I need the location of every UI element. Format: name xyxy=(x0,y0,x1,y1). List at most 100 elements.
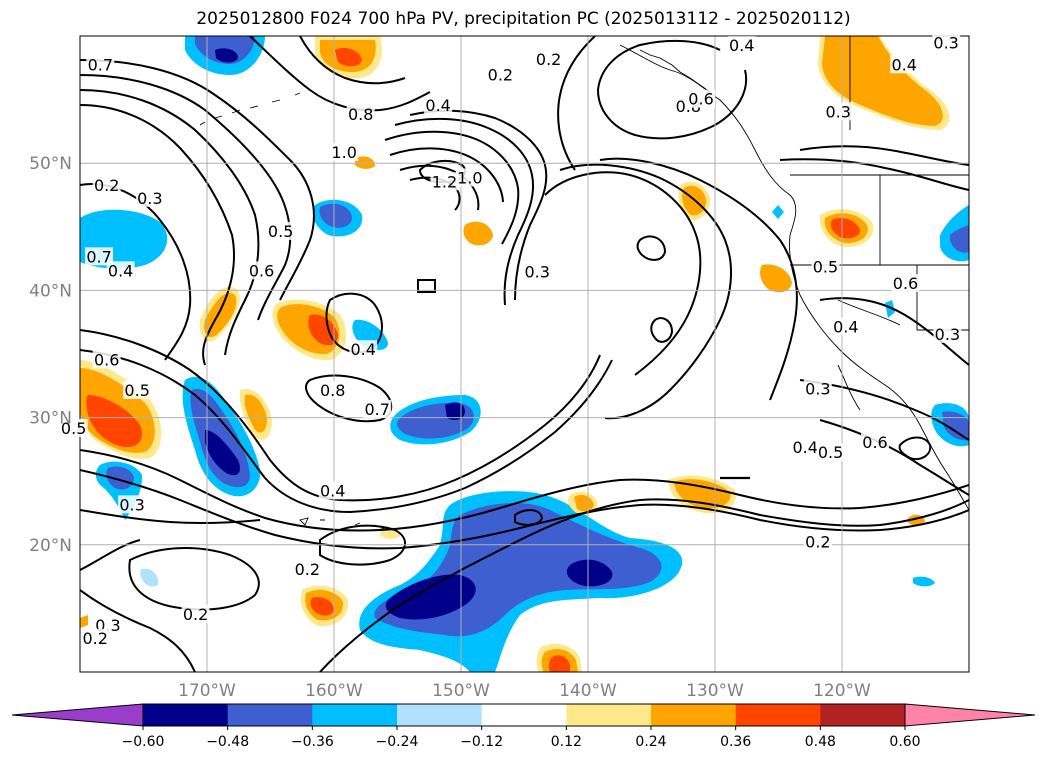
map-frame xyxy=(79,35,970,673)
contour-label-bg xyxy=(330,143,359,162)
colorbar-label: 0.48 xyxy=(805,734,836,750)
contour-label: 0.3 xyxy=(524,263,549,282)
colorbar-frame xyxy=(142,703,906,727)
colorbar-label: −0.48 xyxy=(206,734,249,750)
contour-label-bg xyxy=(890,55,919,74)
colorbar-label: −0.60 xyxy=(122,734,165,750)
contour-label-bg xyxy=(523,262,552,281)
contour-label: 0.3 xyxy=(805,380,830,399)
lat-tick-label: 20°N xyxy=(29,536,72,556)
contour-label: 0.2 xyxy=(183,605,208,624)
latitude-labels: 20°N 30°N 40°N 50°N xyxy=(29,154,72,556)
contour-label-bg xyxy=(424,95,453,114)
colorbar-bin xyxy=(735,704,821,726)
contour-label: 0.2 xyxy=(295,560,320,579)
contour-label-bg xyxy=(891,274,920,293)
contour-label: 0.4 xyxy=(892,55,917,74)
lat-tick-label: 40°N xyxy=(29,281,72,301)
contour-label-bg xyxy=(430,172,459,191)
contour-labels: 0.70.80.40.20.20.40.30.40.30.80.61.01.21… xyxy=(59,33,962,648)
lon-tick-label: 120°W xyxy=(813,681,871,701)
contour-label: 0.7 xyxy=(88,55,113,74)
contour-label-bg xyxy=(123,380,152,399)
colorbar-bin xyxy=(227,704,313,726)
contour-label: 0.6 xyxy=(688,90,713,109)
contour-label: 0.5 xyxy=(61,419,86,438)
contour-label: 0.6 xyxy=(893,274,918,293)
contour-label: 0.2 xyxy=(805,532,830,551)
colorbar-bin xyxy=(566,704,652,726)
contour-label-bg xyxy=(811,257,840,276)
colorbar-label: 0.36 xyxy=(720,734,751,750)
contour-label: 0.6 xyxy=(862,433,887,452)
contour-label: 0.8 xyxy=(348,105,373,124)
contour-label: 0.4 xyxy=(729,36,754,55)
contour-label: 0.2 xyxy=(83,629,108,648)
contour-label-bg xyxy=(534,50,563,69)
contour-label-bg xyxy=(816,443,845,462)
contour-label-bg xyxy=(455,168,484,187)
contour-label: 0.6 xyxy=(249,261,274,280)
contour-label: 0.7 xyxy=(364,400,389,419)
contour-label-bg xyxy=(318,380,347,399)
contour-label-bg xyxy=(247,261,276,280)
contour-label: 0.6 xyxy=(94,350,119,369)
colorbar-bin xyxy=(651,704,737,726)
contour-label: 1.2 xyxy=(432,172,457,191)
contour-label-bg xyxy=(486,65,515,84)
contour-label-bg xyxy=(933,324,962,343)
contour-label: 0.5 xyxy=(124,381,149,400)
lon-tick-label: 160°W xyxy=(305,681,363,701)
contour-label: 0.3 xyxy=(119,495,144,514)
colorbar-label: 0.12 xyxy=(551,734,582,750)
contour-label-bg xyxy=(687,89,716,108)
contour-label-bg xyxy=(135,188,164,207)
contour-label-bg xyxy=(727,36,756,55)
contour-label-bg xyxy=(92,176,121,195)
contour-label-bg xyxy=(92,350,121,369)
contour-label-bg xyxy=(349,340,378,359)
contour-label-bg xyxy=(346,104,375,123)
contour-label: 0.4 xyxy=(425,96,450,115)
colorbar-extend-high xyxy=(904,703,1036,727)
colorbar-bin xyxy=(481,704,567,726)
contour-label: 0.2 xyxy=(536,50,561,69)
contour-label-bg xyxy=(293,560,322,579)
contour-label: 1.0 xyxy=(457,168,482,187)
contour-label-bg xyxy=(803,379,832,398)
contour-label: 0.4 xyxy=(108,261,133,280)
contour-label: 0.3 xyxy=(933,34,958,53)
contour-label-bg xyxy=(266,221,295,240)
contour-label-bg xyxy=(363,399,392,418)
lon-tick-label: 170°W xyxy=(178,681,236,701)
contour-label-bg xyxy=(791,438,820,457)
contour-label: 0.5 xyxy=(268,222,293,241)
colorbar-label: 0.24 xyxy=(635,734,666,750)
precip-shading xyxy=(80,36,969,672)
contour-label: 1.0 xyxy=(331,143,356,162)
contour-label-bg xyxy=(81,628,110,647)
contour-label-bg xyxy=(86,55,115,74)
colorbar-label: 0.60 xyxy=(889,734,920,750)
contour-label: 0.2 xyxy=(94,176,119,195)
contour-label-bg xyxy=(831,317,860,336)
gridlines xyxy=(80,36,969,672)
lon-tick-label: 130°W xyxy=(686,681,744,701)
colorbar-bin xyxy=(312,704,398,726)
lon-tick-label: 140°W xyxy=(559,681,617,701)
contour-label: 0.5 xyxy=(818,443,843,462)
contour-label: 0.3 xyxy=(137,189,162,208)
contour-label: 0.5 xyxy=(813,258,838,277)
contour-label-bg xyxy=(85,247,114,266)
contour-label: 0.4 xyxy=(833,317,858,336)
contour-label-bg xyxy=(181,604,210,623)
contour-label-bg xyxy=(932,33,961,52)
colorbar-label: −0.24 xyxy=(376,734,419,750)
colorbar-label: −0.12 xyxy=(460,734,503,750)
lat-tick-label: 50°N xyxy=(29,154,72,174)
lon-tick-label: 150°W xyxy=(432,681,490,701)
contour-label-bg xyxy=(118,495,147,514)
contour-label-bg xyxy=(59,419,88,438)
contour-label: 0.3 xyxy=(935,325,960,344)
